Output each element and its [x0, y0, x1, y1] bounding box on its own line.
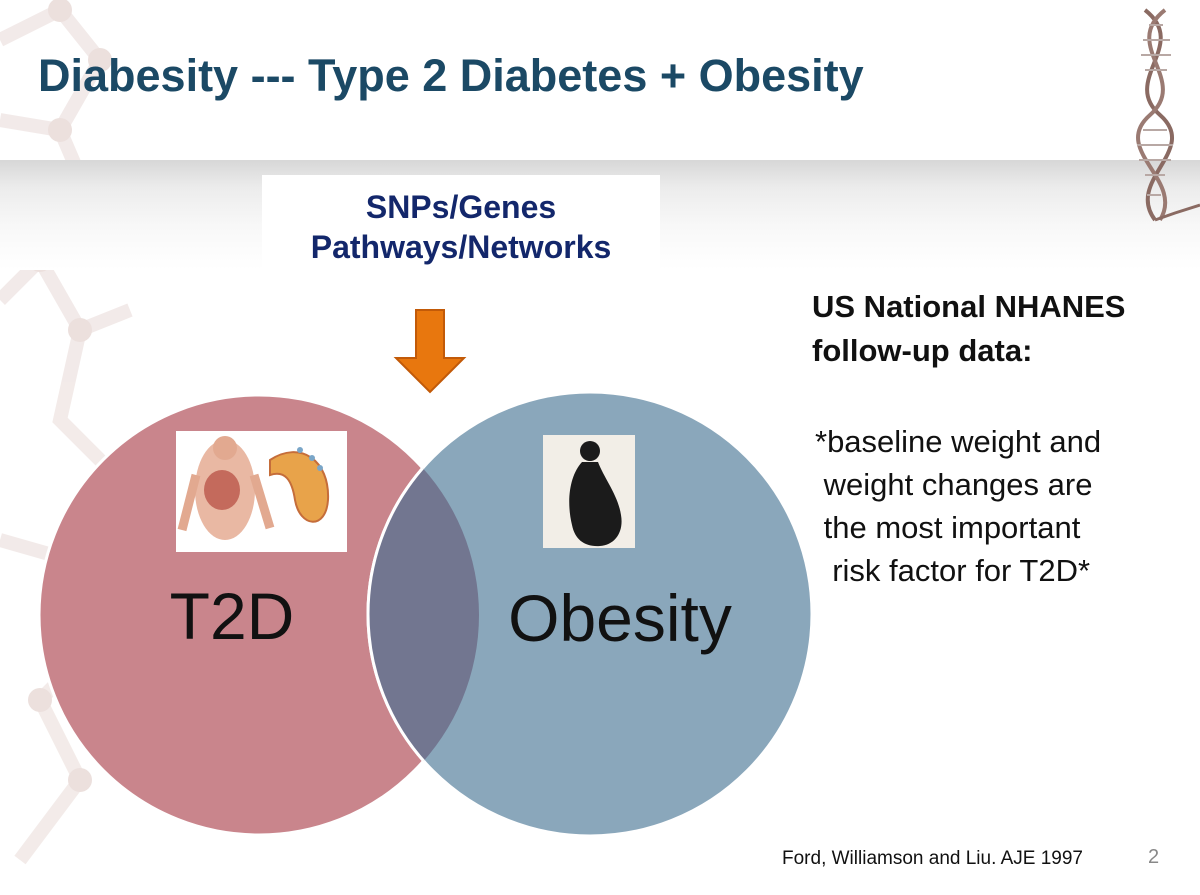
study-heading: US National NHANES follow-up data:: [812, 285, 1125, 373]
obesity-label: Obesity: [508, 581, 732, 655]
overlap-region: [366, 395, 479, 835]
obese-silhouette-image: [543, 435, 635, 548]
finding-line: risk factor for T2D*: [815, 553, 1091, 588]
finding-line: weight changes are: [815, 467, 1093, 502]
down-arrow-icon: [393, 309, 467, 394]
finding-line: the most important: [815, 510, 1081, 545]
citation: Ford, Williamson and Liu. AJE 1997: [782, 848, 1083, 869]
page-number: 2: [1148, 846, 1160, 868]
genetics-line-2: Pathways/Networks: [310, 229, 612, 265]
venn-diagram: T2D Obesity: [37, 309, 814, 838]
study-heading-line-1: US National NHANES: [812, 289, 1126, 324]
study-heading-line-2: follow-up data:: [812, 333, 1033, 368]
dna-helix-icon: [1136, 8, 1200, 222]
finding-line: *baseline weight and: [815, 424, 1102, 459]
genetics-label-box: SNPs/Genes Pathways/Networks: [262, 175, 660, 275]
slide-title: Diabesity --- Type 2 Diabetes + Obesity: [38, 50, 864, 101]
t2d-label: T2D: [170, 579, 295, 653]
anatomy-pancreas-image: [176, 431, 347, 552]
genetics-line-1: SNPs/Genes: [365, 189, 557, 225]
study-finding: *baseline weight and weight changes are …: [815, 420, 1101, 592]
